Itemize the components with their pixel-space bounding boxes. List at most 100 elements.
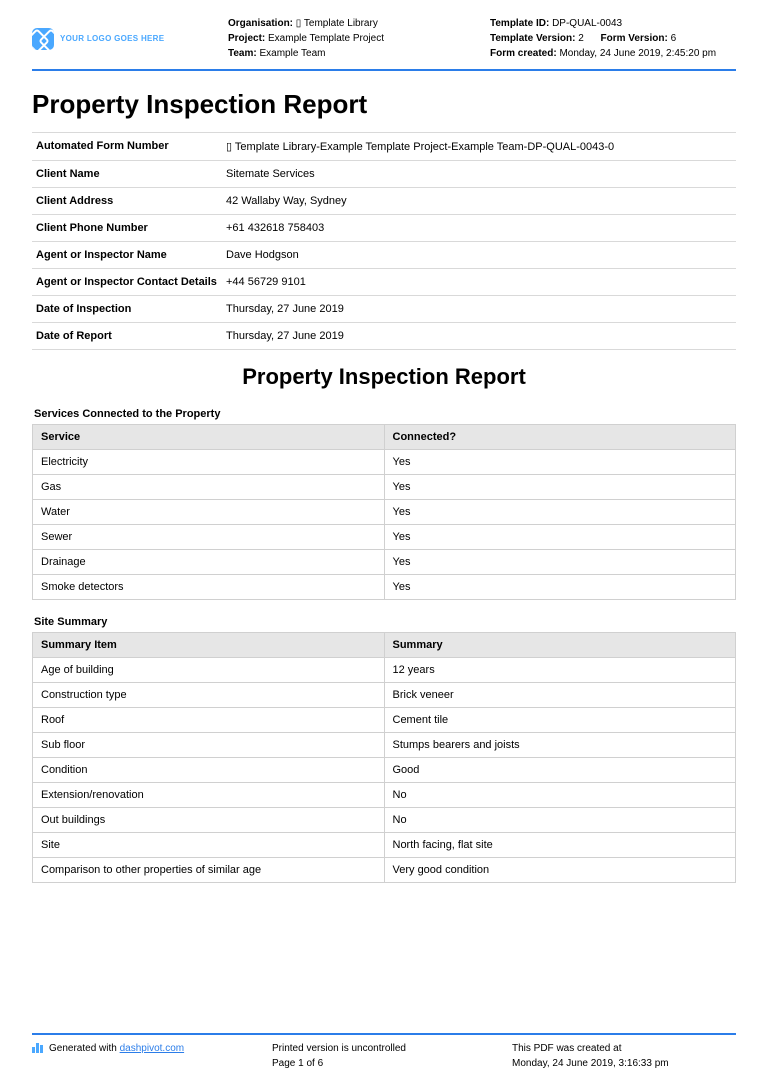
- summary-table: Summary Item Summary Age of building12 y…: [32, 632, 736, 883]
- services-row: SewerYes: [33, 525, 736, 550]
- table-cell: Cement tile: [384, 708, 736, 733]
- services-row: ElectricityYes: [33, 450, 736, 475]
- table-cell: Very good condition: [384, 858, 736, 883]
- details-row: Client NameSitemate Services: [32, 161, 736, 188]
- page-title: Property Inspection Report: [32, 89, 736, 120]
- summary-row: Construction typeBrick veneer: [33, 683, 736, 708]
- table-cell: Water: [33, 500, 385, 525]
- table-cell: Extension/renovation: [33, 783, 385, 808]
- table-cell: 12 years: [384, 658, 736, 683]
- details-key: Client Phone Number: [32, 215, 222, 242]
- services-table: Service Connected? ElectricityYesGasYesW…: [32, 424, 736, 600]
- summary-section-label: Site Summary: [34, 616, 736, 628]
- summary-col-item: Summary Item: [33, 633, 385, 658]
- details-row: Client Address42 Wallaby Way, Sydney: [32, 188, 736, 215]
- dashpivot-link[interactable]: dashpivot.com: [120, 1043, 184, 1054]
- document-footer: Generated with dashpivot.com Printed ver…: [32, 1033, 736, 1071]
- project-label: Project:: [228, 33, 265, 44]
- table-cell: Yes: [384, 550, 736, 575]
- table-cell: Gas: [33, 475, 385, 500]
- form-version-label: Form Version:: [601, 33, 668, 44]
- details-value: +44 56729 9101: [222, 269, 736, 296]
- table-cell: Drainage: [33, 550, 385, 575]
- table-cell: Yes: [384, 450, 736, 475]
- services-row: WaterYes: [33, 500, 736, 525]
- logo-block: YOUR LOGO GOES HERE: [32, 16, 212, 61]
- services-row: DrainageYes: [33, 550, 736, 575]
- summary-row: RoofCement tile: [33, 708, 736, 733]
- details-key: Agent or Inspector Name: [32, 242, 222, 269]
- table-cell: Electricity: [33, 450, 385, 475]
- table-cell: Roof: [33, 708, 385, 733]
- table-cell: Yes: [384, 525, 736, 550]
- table-cell: Out buildings: [33, 808, 385, 833]
- summary-col-value: Summary: [384, 633, 736, 658]
- services-col-connected: Connected?: [384, 425, 736, 450]
- page-indicator: Page 1 of 6: [272, 1056, 496, 1071]
- table-cell: No: [384, 808, 736, 833]
- details-key: Automated Form Number: [32, 133, 222, 161]
- summary-row: Sub floorStumps bearers and joists: [33, 733, 736, 758]
- table-cell: North facing, flat site: [384, 833, 736, 858]
- details-key: Date of Report: [32, 323, 222, 350]
- team-label: Team:: [228, 48, 257, 59]
- details-value: Sitemate Services: [222, 161, 736, 188]
- generated-prefix: Generated with: [49, 1043, 120, 1054]
- table-cell: Brick veneer: [384, 683, 736, 708]
- table-cell: Condition: [33, 758, 385, 783]
- section-title: Property Inspection Report: [32, 364, 736, 390]
- details-value: ▯ Template Library-Example Template Proj…: [222, 133, 736, 161]
- logo-placeholder-text: YOUR LOGO GOES HERE: [60, 34, 164, 43]
- logo-icon: [32, 28, 54, 50]
- summary-row: Extension/renovationNo: [33, 783, 736, 808]
- created-label: This PDF was created at: [512, 1041, 736, 1056]
- details-value: 42 Wallaby Way, Sydney: [222, 188, 736, 215]
- details-value: Thursday, 27 June 2019: [222, 323, 736, 350]
- table-cell: Smoke detectors: [33, 575, 385, 600]
- created-value: Monday, 24 June 2019, 3:16:33 pm: [512, 1056, 736, 1071]
- table-cell: Age of building: [33, 658, 385, 683]
- details-row: Client Phone Number+61 432618 758403: [32, 215, 736, 242]
- table-cell: Sub floor: [33, 733, 385, 758]
- services-section-label: Services Connected to the Property: [34, 408, 736, 420]
- printed-uncontrolled: Printed version is uncontrolled: [272, 1041, 496, 1056]
- details-row: Agent or Inspector NameDave Hodgson: [32, 242, 736, 269]
- details-value: +61 432618 758403: [222, 215, 736, 242]
- summary-row: Age of building12 years: [33, 658, 736, 683]
- details-key: Agent or Inspector Contact Details: [32, 269, 222, 296]
- template-version-label: Template Version:: [490, 33, 575, 44]
- table-cell: Yes: [384, 500, 736, 525]
- form-created-label: Form created:: [490, 48, 557, 59]
- template-id-value: DP-QUAL-0043: [552, 18, 622, 29]
- form-created-value: Monday, 24 June 2019, 2:45:20 pm: [559, 48, 716, 59]
- details-row: Date of InspectionThursday, 27 June 2019: [32, 296, 736, 323]
- details-key: Client Address: [32, 188, 222, 215]
- template-version-value: 2: [578, 33, 584, 44]
- table-cell: Site: [33, 833, 385, 858]
- table-cell: Yes: [384, 475, 736, 500]
- table-cell: Good: [384, 758, 736, 783]
- template-id-label: Template ID:: [490, 18, 549, 29]
- table-cell: Comparison to other properties of simila…: [33, 858, 385, 883]
- team-value: Example Team: [260, 48, 326, 59]
- details-row: Automated Form Number▯ Template Library-…: [32, 133, 736, 161]
- header-meta-right: Template ID: DP-QUAL-0043 Template Versi…: [490, 16, 736, 61]
- details-value: Thursday, 27 June 2019: [222, 296, 736, 323]
- organisation-label: Organisation:: [228, 18, 293, 29]
- services-col-service: Service: [33, 425, 385, 450]
- services-row: Smoke detectorsYes: [33, 575, 736, 600]
- table-cell: Stumps bearers and joists: [384, 733, 736, 758]
- summary-row: SiteNorth facing, flat site: [33, 833, 736, 858]
- details-key: Date of Inspection: [32, 296, 222, 323]
- details-row: Agent or Inspector Contact Details+44 56…: [32, 269, 736, 296]
- summary-row: Out buildingsNo: [33, 808, 736, 833]
- details-table: Automated Form Number▯ Template Library-…: [32, 132, 736, 350]
- table-cell: Construction type: [33, 683, 385, 708]
- bar-chart-icon: [32, 1041, 43, 1053]
- details-key: Client Name: [32, 161, 222, 188]
- details-value: Dave Hodgson: [222, 242, 736, 269]
- summary-row: ConditionGood: [33, 758, 736, 783]
- document-header: YOUR LOGO GOES HERE Organisation: ▯ Temp…: [32, 16, 736, 71]
- header-meta-left: Organisation: ▯ Template Library Project…: [228, 16, 474, 61]
- table-cell: Yes: [384, 575, 736, 600]
